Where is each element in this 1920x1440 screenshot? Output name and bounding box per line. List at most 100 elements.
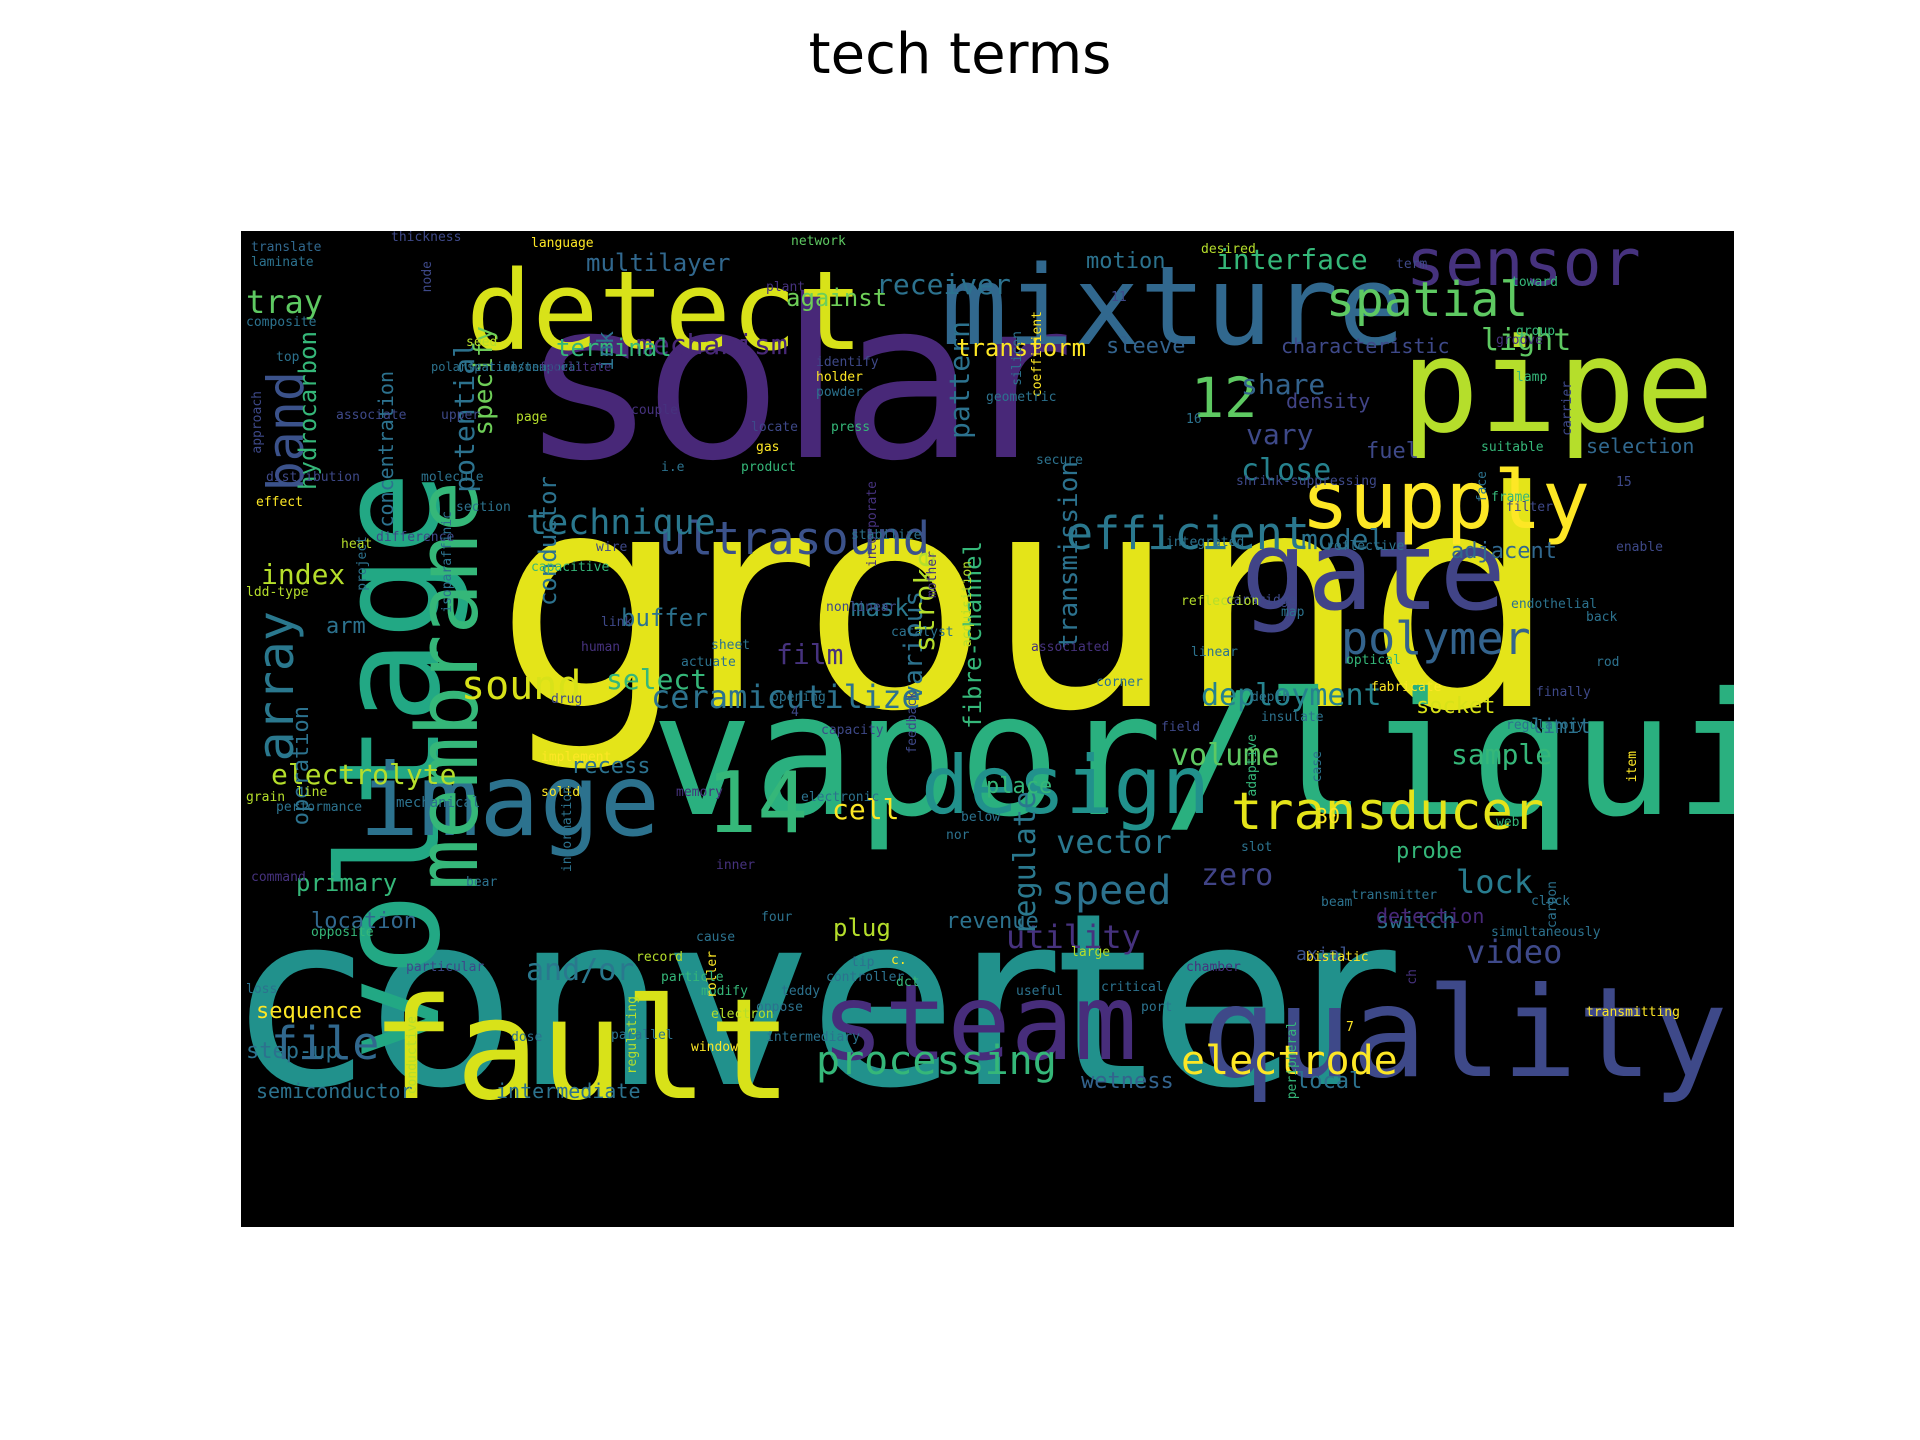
cloud-word: ground xyxy=(496,428,1558,777)
cloud-word: transmission xyxy=(1054,461,1084,649)
cloud-word: quality xyxy=(1201,961,1728,1106)
cloud-word: i.e xyxy=(661,460,685,475)
cloud-word: selection xyxy=(1586,434,1695,458)
cloud-word: image xyxy=(359,742,661,859)
cloud-word: utility xyxy=(1006,918,1141,956)
cloud-word: simultaneously xyxy=(1491,925,1601,940)
cloud-word: shrink-suppressing xyxy=(1236,474,1377,489)
cloud-word: c. xyxy=(891,953,907,968)
figure-title: tech terms xyxy=(808,22,1112,87)
cloud-word: corner xyxy=(1096,675,1143,690)
cloud-word: slot xyxy=(1241,840,1273,855)
cloud-word: cartridge xyxy=(1226,593,1297,608)
cloud-word: 7 xyxy=(1346,1020,1354,1035)
cloud-word: line xyxy=(296,785,328,800)
cloud-word: wetness xyxy=(1081,1069,1174,1094)
cloud-word: distribution xyxy=(266,470,360,485)
cloud-word: multilayer xyxy=(586,249,731,277)
cloud-word: electron xyxy=(711,1007,774,1022)
cloud-word: intermediate xyxy=(496,1079,641,1103)
cloud-word: transmitter xyxy=(1351,888,1438,903)
cloud-word: laminate xyxy=(251,255,314,270)
cloud-word: adaptive xyxy=(1245,734,1260,797)
cloud-word: sleeve xyxy=(1106,334,1186,359)
cloud-word: web xyxy=(1496,815,1520,830)
cloud-word: filter xyxy=(1506,500,1553,515)
cloud-word: processing xyxy=(816,1038,1057,1084)
cloud-word: nonlinear xyxy=(826,600,897,615)
cloud-word: mechanism xyxy=(636,328,788,361)
cloud-word: human xyxy=(581,640,621,655)
cloud-word: zero xyxy=(1201,858,1274,893)
cloud-word: detect xyxy=(466,247,864,375)
cloud-word: capacitive xyxy=(531,560,610,575)
cloud-word: particular xyxy=(406,960,485,975)
cloud-word: implement xyxy=(541,750,612,765)
cloud-word: drug xyxy=(551,692,583,707)
cloud-word: dose xyxy=(511,1030,543,1045)
cloud-word: ultrasound xyxy=(659,512,930,565)
cloud-word: bear xyxy=(466,875,498,890)
cloud-word: adjacent xyxy=(1451,539,1557,564)
cloud-word: supply xyxy=(1301,454,1590,547)
cloud-word: incorporate xyxy=(865,481,880,568)
cloud-word: model xyxy=(1301,523,1386,556)
cloud-word: ch xyxy=(1405,969,1420,985)
cloud-word: dct xyxy=(896,975,920,990)
cloud-word: polymer xyxy=(1341,612,1531,665)
cloud-word: translate xyxy=(251,240,322,255)
cloud-word: inner xyxy=(716,858,756,873)
cloud-word: record xyxy=(636,950,683,965)
cloud-word: page xyxy=(516,410,548,425)
cloud-word: tip xyxy=(851,955,875,970)
cloud-word: cell xyxy=(832,793,900,826)
cloud-word: large xyxy=(1071,945,1111,960)
cloud-word: particle xyxy=(661,970,724,985)
cloud-word: light xyxy=(1481,323,1572,358)
cloud-word: receiver xyxy=(876,268,1011,301)
cloud-word: sequence xyxy=(256,999,362,1024)
cloud-word: efficient xyxy=(1066,507,1310,560)
cloud-word: below xyxy=(961,810,1001,825)
cloud-word: opposite xyxy=(311,925,374,940)
cloud-word: and/or xyxy=(526,953,635,988)
cloud-word: fabricate xyxy=(1371,680,1442,695)
cloud-word: project xyxy=(355,536,370,591)
cloud-word: grain xyxy=(246,790,286,805)
cloud-word: buffer xyxy=(621,604,708,632)
cloud-word: frame xyxy=(1491,490,1531,505)
cloud-word: molecule xyxy=(421,470,484,485)
cloud-word: holder xyxy=(816,370,863,385)
cloud-word: volume xyxy=(1171,738,1280,773)
cloud-word: carrier xyxy=(1560,381,1575,436)
cloud-word: wire xyxy=(596,540,628,555)
cloud-word: command xyxy=(251,870,306,885)
cloud-word: language xyxy=(531,236,594,251)
cloud-word: place xyxy=(986,774,1053,799)
cloud-word: section xyxy=(456,500,511,515)
cloud-word: teddy xyxy=(781,984,821,999)
cloud-word: press xyxy=(831,420,871,435)
cloud-word: sound xyxy=(461,663,582,709)
cloud-word: product xyxy=(741,460,796,475)
cloud-word: lock xyxy=(1456,863,1534,901)
cloud-word: detection xyxy=(1376,904,1485,928)
cloud-word: mechanical xyxy=(396,795,481,811)
cloud-word: parallel xyxy=(611,1028,674,1043)
cloud-word: associate xyxy=(336,408,407,423)
cloud-word: regulatory xyxy=(1506,718,1585,733)
cloud-word: mother xyxy=(925,551,940,598)
cloud-word: chamber xyxy=(1186,960,1241,975)
cloud-word: transmitting xyxy=(1586,1005,1680,1020)
cloud-word: useful xyxy=(1016,984,1063,999)
cloud-word: electrode xyxy=(1181,1038,1398,1084)
cloud-word: plant xyxy=(766,280,806,295)
cloud-word: modify xyxy=(701,984,748,999)
cloud-word: acquisition xyxy=(960,561,975,648)
cloud-word: field xyxy=(1161,720,1201,735)
cloud-word: suitable xyxy=(1481,440,1544,455)
cloud-word: node xyxy=(420,261,435,293)
cloud-word: electronic xyxy=(801,790,880,805)
cloud-word: integrated xyxy=(1166,535,1245,550)
cloud-word: gate xyxy=(1241,507,1506,635)
